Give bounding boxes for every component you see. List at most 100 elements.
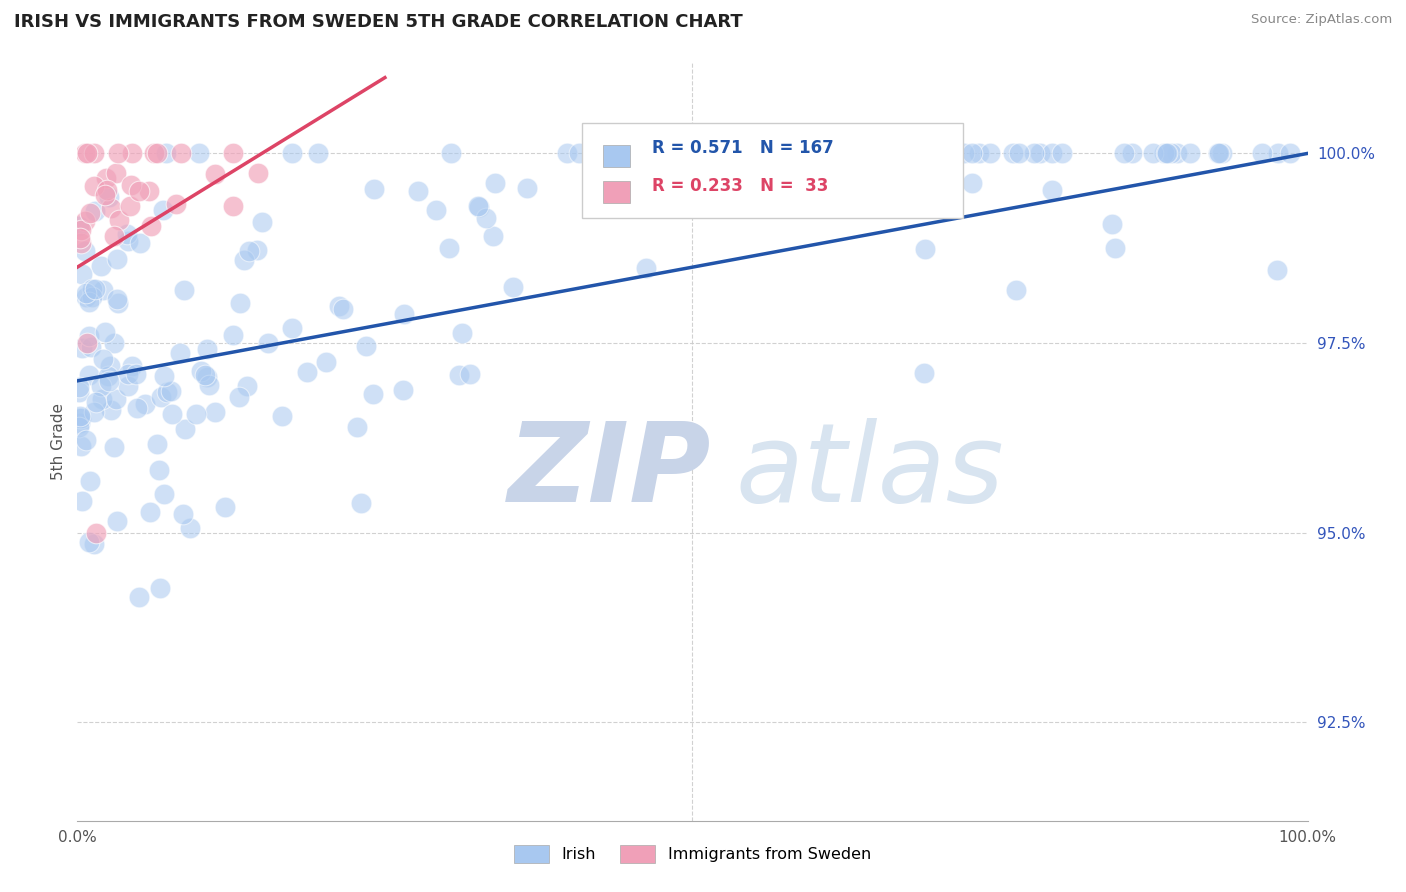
Point (70, 236, 93, 251)
Point (173, 283, 195, 297)
Point (69, 230, 91, 244)
Point (153, 486, 176, 500)
Point (197, 342, 219, 356)
Point (83, 537, 105, 551)
FancyBboxPatch shape (582, 123, 963, 218)
Point (105, 166, 128, 180)
Point (1050, 146, 1073, 161)
Point (516, 181, 538, 195)
Point (173, 422, 195, 436)
Point (91, 351, 114, 366)
Point (1156, 146, 1178, 161)
Point (650, 146, 672, 161)
Point (475, 211, 498, 226)
Point (100, 201, 122, 215)
Point (246, 166, 269, 180)
Text: atlas: atlas (735, 418, 1004, 525)
Point (1029, 146, 1052, 161)
Point (914, 242, 936, 256)
Point (1101, 217, 1123, 231)
Point (70, 439, 93, 453)
Point (1211, 146, 1233, 161)
Point (107, 296, 129, 310)
FancyBboxPatch shape (603, 145, 630, 167)
Point (346, 420, 368, 434)
Point (1160, 146, 1182, 161)
Point (105, 515, 128, 529)
Y-axis label: 5th Grade: 5th Grade (51, 403, 66, 480)
Point (186, 408, 208, 422)
Point (468, 200, 491, 214)
Point (846, 146, 869, 161)
Point (70, 493, 93, 508)
Point (83, 405, 105, 419)
Point (280, 321, 302, 335)
Point (880, 146, 903, 161)
Point (962, 146, 984, 161)
Point (1153, 146, 1175, 161)
Point (90, 259, 112, 273)
Point (98, 190, 121, 204)
Point (585, 146, 607, 161)
Point (104, 392, 127, 406)
Point (127, 401, 149, 416)
Point (79, 475, 101, 489)
Point (197, 370, 219, 384)
Point (1040, 146, 1063, 161)
Point (76, 146, 98, 161)
Point (72, 267, 94, 281)
Point (363, 182, 385, 196)
Point (117, 378, 139, 392)
Point (134, 397, 156, 411)
Point (361, 387, 384, 401)
Point (69, 409, 91, 423)
Point (107, 213, 129, 227)
Point (120, 178, 142, 192)
Point (190, 364, 212, 378)
Point (875, 146, 897, 161)
Point (1178, 146, 1201, 161)
Point (392, 307, 415, 321)
Point (128, 235, 150, 250)
Point (1251, 146, 1274, 161)
Point (406, 184, 429, 198)
Point (1121, 146, 1143, 161)
Text: IRISH VS IMMIGRANTS FROM SWEDEN 5TH GRADE CORRELATION CHART: IRISH VS IMMIGRANTS FROM SWEDEN 5TH GRAD… (14, 13, 742, 31)
Point (979, 146, 1001, 161)
Point (236, 379, 259, 393)
Point (117, 368, 139, 382)
Point (107, 146, 129, 161)
Point (84, 283, 107, 297)
Point (952, 146, 974, 161)
Point (425, 203, 447, 218)
Point (105, 292, 128, 306)
Point (83, 146, 105, 161)
Point (187, 146, 209, 161)
Point (152, 202, 174, 217)
Point (280, 146, 302, 161)
Point (156, 384, 179, 399)
Point (80, 282, 103, 296)
Point (1267, 146, 1289, 161)
Point (70, 411, 93, 425)
Point (440, 146, 463, 161)
Point (634, 261, 657, 276)
Point (614, 146, 637, 161)
Point (84, 394, 107, 409)
Point (307, 146, 329, 161)
Point (75, 433, 97, 447)
Point (93, 284, 115, 298)
Point (557, 146, 579, 161)
Point (124, 367, 146, 381)
Point (79, 206, 101, 220)
Point (315, 355, 337, 369)
Point (617, 146, 640, 161)
Text: R = 0.233   N =  33: R = 0.233 N = 33 (652, 177, 828, 195)
Point (165, 197, 187, 211)
Point (1001, 146, 1024, 161)
Point (270, 409, 292, 424)
Point (82, 290, 104, 304)
Point (1004, 283, 1026, 297)
Point (194, 368, 217, 383)
Text: ZIP: ZIP (508, 418, 711, 525)
